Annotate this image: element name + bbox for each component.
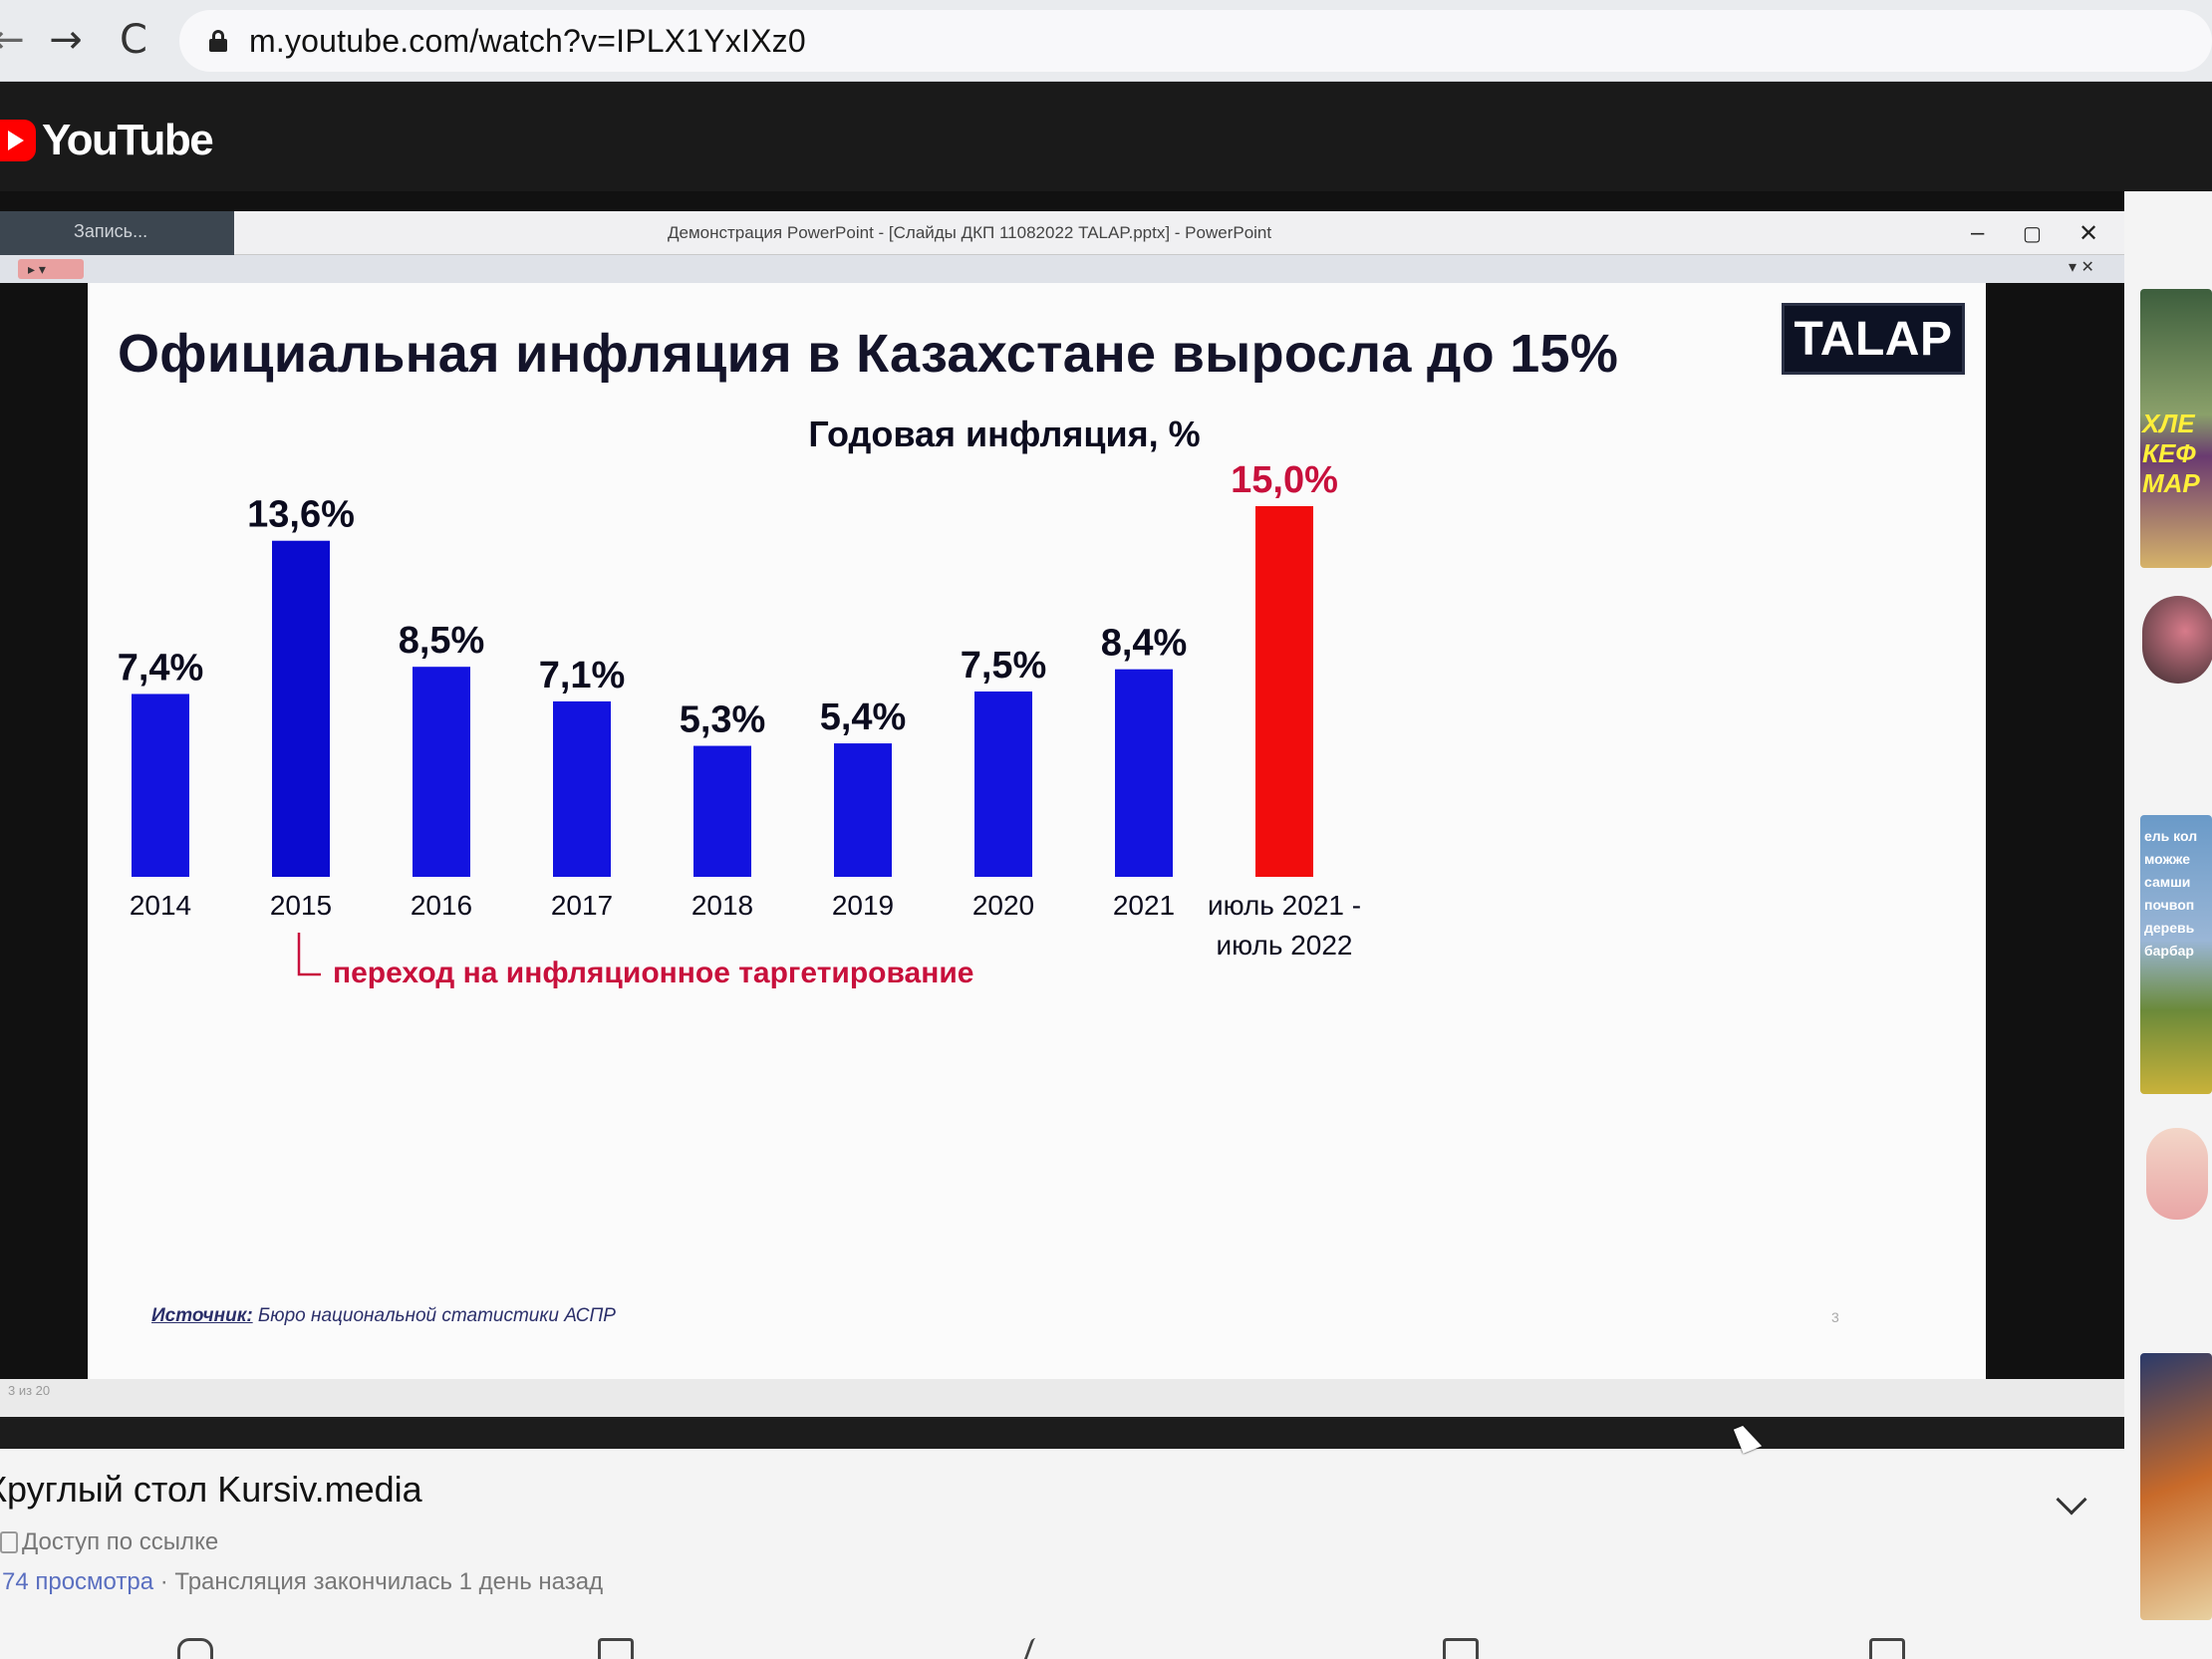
youtube-play-icon — [0, 120, 36, 161]
bar-2015 — [272, 540, 330, 877]
address-bar[interactable]: m.youtube.com/watch?v=IPLX1YxIXz0 — [179, 10, 2212, 72]
video-stats: 74 просмотра · Трансляция закончилась 1 … — [2, 1568, 603, 1596]
x-tick-label: 2018 — [691, 890, 753, 921]
recording-tab: Запись... — [0, 211, 234, 255]
browser-toolbar: ← → C m.youtube.com/watch?v=IPLX1YxIXz0 — [0, 0, 2212, 82]
x-tick-label: 2021 — [1113, 890, 1175, 921]
views-count: 74 просмотра — [2, 1568, 154, 1595]
inflation-bar-chart: Годовая инфляция, % 7,4% 2014 13,6% 2015 8,5… — [118, 414, 1361, 989]
data-label: 5,4% — [820, 696, 907, 738]
youtube-header: YouTube — [0, 82, 2212, 191]
annotation-text: переход на инфляционное таргетирование — [333, 957, 973, 989]
x-tick-label: 2015 — [270, 890, 332, 921]
url-text[interactable]: m.youtube.com/watch?v=IPLX1YxIXz0 — [249, 22, 806, 59]
x-tick-label: 2017 — [551, 890, 613, 921]
player-bottom: 3 из 20 — [0, 1379, 2124, 1449]
data-label: 15,0% — [1231, 459, 1338, 501]
bar-2020 — [974, 691, 1032, 877]
data-label: 7,5% — [961, 645, 1047, 687]
access-text: Доступ по ссылке — [22, 1528, 219, 1555]
slide-counter: 3 из 20 — [8, 1383, 51, 1398]
data-label: 7,1% — [539, 655, 626, 696]
share-icon[interactable] — [598, 1638, 634, 1659]
talap-logo: TALAP — [1782, 303, 1965, 375]
remix-icon[interactable] — [1020, 1638, 1068, 1659]
x-tick-label: 2020 — [972, 890, 1034, 921]
expand-description-icon[interactable] — [2056, 1484, 2087, 1516]
slide-title: Официальная инфляция в Казахстане выросл… — [118, 324, 1619, 384]
recommended-video-thumbnail[interactable] — [2140, 1353, 2212, 1620]
video-progress-bar[interactable] — [0, 1417, 2124, 1449]
presentation-slide: Официальная инфляция в Казахстане выросл… — [88, 283, 1986, 1379]
powerpoint-window-title: Демонстрация PowerPoint - [Слайды ДКП 11… — [668, 223, 1272, 242]
pen-tool-icon: ▸ ▾ — [18, 259, 84, 279]
recommended-video-thumbnail[interactable]: ХЛЕ КЕФ МАР — [2140, 289, 2212, 568]
x-tick-label: 2016 — [411, 890, 472, 921]
action-bar — [0, 1634, 2124, 1659]
x-tick-label: июль 2021 - — [1208, 890, 1361, 921]
stats-separator: · — [153, 1568, 175, 1595]
recommendations-sidebar: ХЛЕ КЕФ МАР ель кол можже самши почвоп деревь б… — [2124, 191, 2212, 1659]
chart-title: Годовая инфляция, % — [808, 414, 1200, 454]
thumbnail-text: ХЛЕ КЕФ МАР — [2142, 409, 2200, 498]
youtube-wordmark: YouTube — [42, 116, 214, 164]
close-icon: ✕ — [2078, 220, 2099, 247]
channel-avatar[interactable] — [2142, 596, 2212, 684]
x-tick-label: 2019 — [832, 890, 894, 921]
slide-number: 3 — [1831, 1309, 1839, 1325]
save-icon[interactable] — [1869, 1638, 1905, 1659]
bar-2021 — [1115, 669, 1173, 877]
data-label: 8,4% — [1101, 623, 1188, 665]
bar-2019 — [834, 743, 892, 877]
toolbar-controls: ▾ ✕ — [2069, 259, 2094, 276]
thumbnail-text: ель кол можже самши почвоп деревь барбар — [2144, 828, 2198, 959]
x-tick-label: июль 2022 — [1216, 930, 1352, 961]
bar-июль 2021 - июль 2022 — [1255, 506, 1313, 877]
video-player[interactable]: Запись... Демонстрация PowerPoint - [Сла… — [0, 191, 2124, 1449]
data-label: 13,6% — [247, 494, 355, 536]
access-row: Доступ по ссылке — [0, 1528, 218, 1556]
like-icon[interactable] — [177, 1638, 213, 1659]
restore-icon: ▢ — [2023, 223, 2042, 245]
powerpoint-toolbar: ▸ ▾ ▾ ✕ — [0, 255, 2124, 283]
youtube-logo[interactable]: YouTube — [0, 116, 214, 165]
source-text: Бюро национальной статистики АСПР — [252, 1305, 616, 1326]
recommended-video-thumbnail[interactable]: ель кол можже самши почвоп деревь барбар — [2140, 815, 2212, 1094]
stream-status: Трансляция закончилась 1 день назад — [174, 1568, 604, 1595]
source-note: Источник: Бюро национальной статистики А… — [151, 1305, 616, 1327]
data-label: 7,4% — [118, 647, 204, 689]
download-icon[interactable] — [1443, 1638, 1479, 1659]
bar-2014 — [132, 693, 189, 877]
lock-icon — [0, 1531, 18, 1553]
back-button[interactable]: ← — [0, 17, 25, 63]
bar-2016 — [413, 667, 470, 877]
x-tick-label: 2014 — [130, 890, 191, 921]
data-label: 8,5% — [399, 620, 485, 662]
annotation-bracket — [297, 933, 321, 976]
data-label: 5,3% — [680, 699, 766, 741]
powerpoint-titlebar: Запись... Демонстрация PowerPoint - [Сла… — [0, 211, 2124, 255]
minimize-icon: – — [1971, 219, 1985, 246]
bar-2017 — [553, 700, 611, 877]
video-title[interactable]: Круглый стол Kursiv.media — [0, 1469, 422, 1510]
lock-icon[interactable] — [209, 30, 227, 52]
channel-avatar[interactable] — [2146, 1128, 2208, 1220]
reload-button[interactable]: C — [120, 17, 147, 63]
bar-2018 — [693, 745, 751, 877]
source-label: Источник: — [151, 1305, 253, 1326]
forward-button[interactable]: → — [49, 17, 83, 63]
